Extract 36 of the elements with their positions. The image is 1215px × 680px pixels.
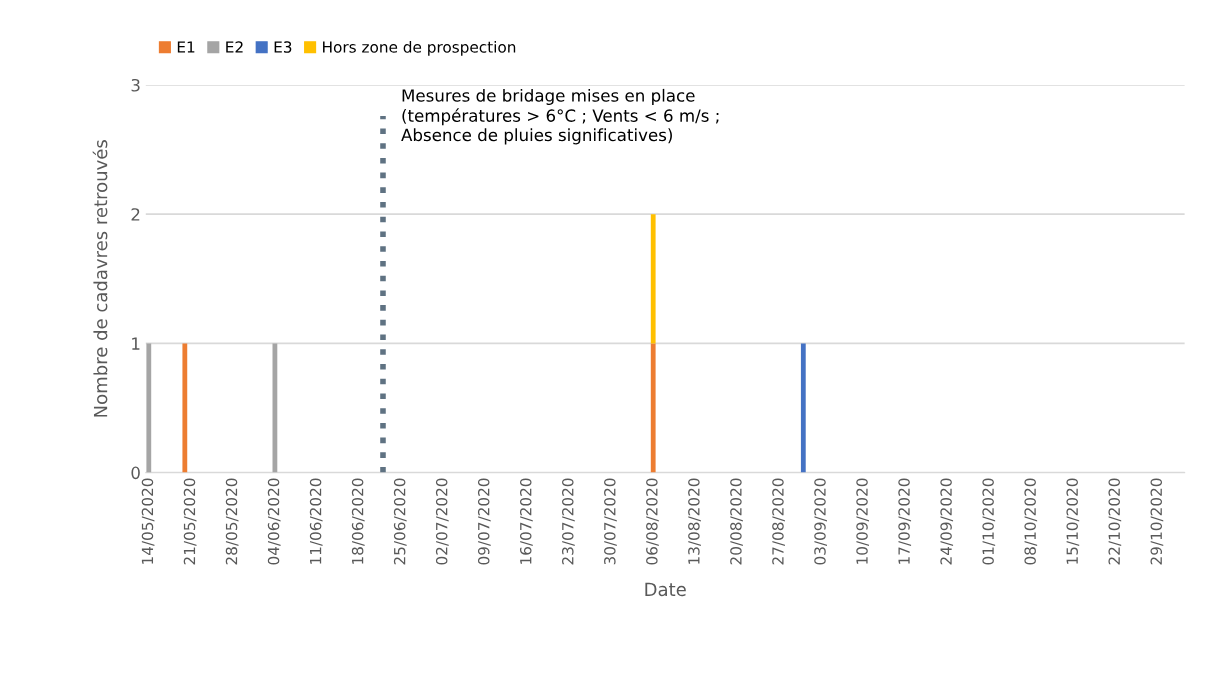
x-tick-label: 27/08/2020	[772, 478, 785, 565]
x-tick-label: 17/09/2020	[898, 478, 912, 564]
y-axis-title: Nombre de cadavres retrouvés	[92, 140, 108, 417]
x-tick-label: 04/06/2020	[267, 478, 281, 565]
x-axis-title: Date	[645, 582, 686, 597]
x-tick-label: 25/06/2020	[393, 478, 407, 565]
x-tick-label: 09/07/2020	[477, 478, 491, 565]
y-tick-label: 3	[131, 78, 140, 92]
x-tick-label: 08/10/2020	[1024, 478, 1038, 565]
x-tick-label: 02/07/2020	[435, 478, 449, 565]
ref-line-label: Mesures de bridage mises en place (températures > 6°C ; Vents < 6 m/s ; Absence de pluies significatives)	[401, 88, 719, 145]
x-tick-label: 28/05/2020	[225, 478, 239, 565]
x-tick-label: 10/09/2020	[856, 478, 869, 564]
legend-label: E1	[177, 41, 195, 53]
x-tick-label: 20/08/2020	[730, 478, 743, 565]
x-tick-label: 13/08/2020	[688, 478, 701, 564]
legend-label: Hors zone de prospection	[323, 40, 516, 56]
y-tick-label: 1	[132, 337, 140, 350]
y-tick-label: 2	[131, 208, 140, 221]
x-tick-label: 11/06/2020	[309, 478, 323, 564]
x-tick-label: 30/07/2020	[604, 478, 617, 565]
x-tick-label: 24/09/2020	[940, 478, 954, 565]
legend-label: E2	[226, 41, 243, 53]
x-tick-label: 22/10/2020	[1108, 478, 1122, 565]
x-tick-label: 23/07/2020	[562, 478, 575, 565]
x-tick-label: 14/05/2020	[141, 478, 155, 564]
x-tick-label: 18/06/2020	[351, 478, 365, 564]
x-tick-label: 15/10/2020	[1066, 478, 1080, 564]
x-tick-label: 03/09/2020	[814, 478, 827, 565]
x-tick-label: 16/07/2020	[519, 478, 533, 564]
x-tick-label: 21/05/2020	[183, 478, 197, 565]
y-tick-label: 0	[131, 466, 140, 480]
legend-label: E3	[274, 41, 292, 53]
x-tick-label: 29/10/2020	[1150, 478, 1164, 565]
x-tick-label: 06/08/2020	[646, 478, 659, 565]
x-tick-label: 01/10/2020	[982, 478, 996, 565]
